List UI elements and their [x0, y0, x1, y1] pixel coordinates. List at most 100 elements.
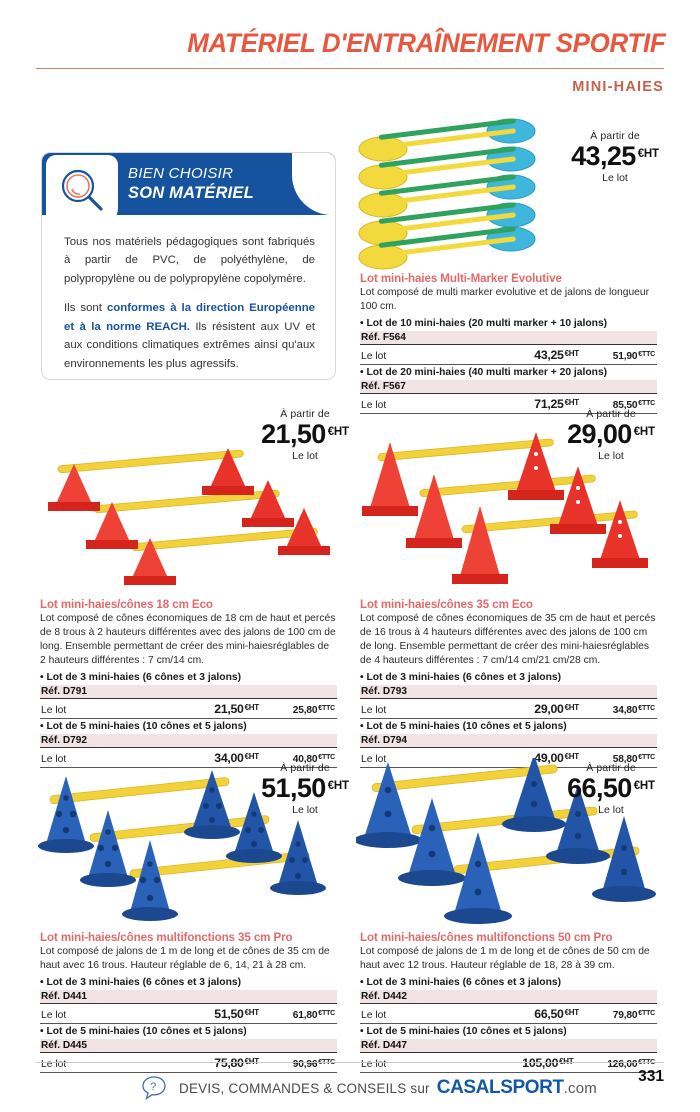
variant-ref: Réf. D445 — [40, 1039, 337, 1053]
infobox-banner-line1: BIEN CHOISIR — [128, 165, 234, 182]
product-title: Lot mini-haies/cônes 18 cm Eco — [40, 598, 213, 611]
price-ht-value: 49,00 — [534, 751, 564, 765]
infobox-p2-pre: Ils sont — [64, 302, 107, 315]
price-row: Le lot 75,80€HT 90,96€TTC — [40, 1053, 337, 1073]
price-ht-value: 21,50 — [214, 702, 244, 716]
magnifier-icon — [46, 155, 118, 233]
callout-price: 43,25 €HT — [550, 141, 680, 171]
variant-label: • Lot de 10 mini-haies (20 multi marker … — [360, 318, 608, 329]
price-ttc: 85,50€TTC — [613, 400, 655, 411]
product-title: Lot mini-haies/cônes multifonctions 50 c… — [360, 931, 613, 944]
speech-bubble-question-icon: ? — [141, 1075, 167, 1101]
variant-label: • Lot de 3 mini-haies (6 cônes et 3 jalo… — [360, 977, 562, 988]
product-block-cones-multi-35cm: Lot mini-haies/cônes multifonctions 35 c… — [40, 931, 337, 1073]
product-title: Lot mini-haies/cônes 35 cm Eco — [360, 598, 533, 611]
footer-domain: .com — [563, 1080, 597, 1097]
price-ttc-value: 25,80 — [292, 705, 318, 716]
product-block-cones-multi-50cm: Lot mini-haies/cônes multifonctions 50 c… — [360, 931, 657, 1073]
price-row: Le lot 34,00€HT 40,80€TTC — [40, 748, 337, 768]
price-ht-currency: €HT — [245, 1057, 260, 1066]
header-divider — [36, 68, 664, 69]
price-callout-multi-marker: À partir de 43,25 €HT Le lot — [550, 130, 680, 184]
product-title: Lot mini-haies Multi-Marker Evolutive — [360, 272, 562, 285]
price-row-label: Le lot — [41, 1010, 67, 1021]
callout-price: 21,50 €HT — [240, 419, 370, 449]
price-row: Le lot 66,50€HT 79,80€TTC — [360, 1004, 657, 1024]
price-ht-value: 66,50 — [534, 1007, 564, 1021]
price-ttc-value: 79,80 — [612, 1010, 638, 1021]
price-row-label: Le lot — [361, 400, 387, 411]
price-row-label: Le lot — [41, 705, 67, 716]
variant-label: • Lot de 5 mini-haies (10 cônes et 5 jal… — [40, 721, 247, 732]
variant-ref: Réf. D447 — [360, 1039, 657, 1053]
price-ht-currency: €HT — [564, 752, 580, 761]
price-ht-currency: €HT — [244, 703, 260, 712]
price-ttc-value: 85,50 — [612, 400, 638, 411]
product-title: Lot mini-haies/cônes multifonctions 35 c… — [40, 931, 293, 944]
price-ttc-currency: €TTC — [638, 400, 655, 407]
product-block-cones-18cm: Lot mini-haies/cônes 18 cm Eco Lot compo… — [40, 598, 337, 768]
price-ht-value: 51,50 — [214, 1007, 244, 1021]
callout-currency: €HT — [327, 780, 349, 792]
price-row: Le lot 71,25€HT 85,50€TTC — [360, 394, 657, 414]
price-row: Le lot 29,00€HT 34,80€TTC — [360, 699, 657, 719]
callout-currency: €HT — [327, 426, 349, 438]
price-row-label: Le lot — [41, 1059, 67, 1070]
footer-brand: CASALSPORT — [436, 1077, 564, 1098]
price-row-label: Le lot — [41, 754, 67, 765]
callout-price-value: 51,50 — [261, 773, 326, 803]
price-ht-currency: €HT — [559, 1057, 574, 1066]
footer-label: DEVIS, COMMANDES & CONSEILS sur — [179, 1081, 430, 1096]
price-ttc-value: 58,80 — [612, 754, 638, 765]
price-ttc-currency: €TTC — [638, 351, 655, 358]
price-ht-currency: €HT — [564, 703, 580, 712]
price-row: Le lot 105,00€HT 126,00€TTC — [360, 1053, 657, 1073]
callout-from-label: À partir de — [280, 408, 330, 420]
price-ttc-currency: €TTC — [318, 705, 335, 712]
price-row: Le lot 43,25€HT 51,90€TTC — [360, 345, 657, 365]
page-number: 331 — [638, 1068, 664, 1085]
callout-price: 51,50 €HT — [240, 773, 370, 803]
product-description: Lot composé de jalons de 1 m de long et … — [360, 946, 650, 971]
price-ht: 51,50€HT — [214, 1007, 259, 1021]
price-ttc-value: 61,80 — [292, 1010, 318, 1021]
price-ht-value: 75,80 — [214, 1056, 244, 1070]
product-photo-cones-18cm — [32, 440, 342, 590]
price-callout-cones-18cm: À partir de 21,50 €HT Le lot — [240, 408, 370, 462]
svg-text:?: ? — [150, 1081, 156, 1093]
product-photo-cones-multi-35cm — [32, 768, 342, 928]
product-photo-cones-35cm — [356, 430, 666, 590]
variant-ref: Réf. D442 — [360, 990, 657, 1004]
price-ttc-value: 40,80 — [292, 754, 318, 765]
price-ttc: 40,80€TTC — [293, 754, 335, 765]
price-ttc-currency: €TTC — [638, 1010, 655, 1017]
price-callout-cones-multi-50cm: À partir de 66,50 €HT Le lot — [546, 762, 676, 816]
price-ht: 49,00€HT — [534, 751, 579, 765]
variant-label: • Lot de 3 mini-haies (6 cônes et 3 jalo… — [40, 977, 242, 988]
variant-label: • Lot de 20 mini-haies (40 multi marker … — [360, 367, 608, 378]
price-callout-cones-multi-35cm: À partir de 51,50 €HT Le lot — [240, 762, 370, 816]
callout-currency: €HT — [633, 780, 655, 792]
callout-unit-label: Le lot — [602, 172, 628, 185]
infobox-paragraph-2: Ils sont conformes à la direction Europé… — [64, 299, 315, 373]
footer-text: DEVIS, COMMANDES & CONSEILS sur CASALSPO… — [179, 1077, 597, 1099]
callout-price-value: 21,50 — [261, 419, 326, 449]
variant-label: • Lot de 5 mini-haies (10 cônes et 5 jal… — [360, 721, 567, 732]
price-ht-value: 43,25 — [534, 348, 564, 362]
product-photo-cones-multi-50cm — [356, 758, 666, 930]
price-ttc: 61,80€TTC — [293, 1010, 335, 1021]
price-ht-currency: €HT — [564, 398, 580, 407]
product-description: Lot composé de cônes économiques de 35 c… — [360, 613, 656, 666]
variant-ref: Réf. D791 — [40, 685, 337, 699]
price-ht-value: 29,00 — [534, 702, 564, 716]
bien-choisir-infobox: BIEN CHOISIR SON MATÉRIEL Tous nos matér… — [41, 152, 336, 380]
variant-ref: Réf. F564 — [360, 331, 657, 345]
price-ht-currency: €HT — [244, 752, 260, 761]
callout-price-value: 66,50 — [567, 773, 632, 803]
price-row: Le lot 49,00€HT 58,80€TTC — [360, 748, 657, 768]
callout-price: 66,50 €HT — [546, 773, 676, 803]
page-subtitle: MINI-HAIES — [572, 79, 664, 95]
price-row-label: Le lot — [361, 1010, 387, 1021]
callout-price-value: 43,25 — [571, 141, 636, 171]
